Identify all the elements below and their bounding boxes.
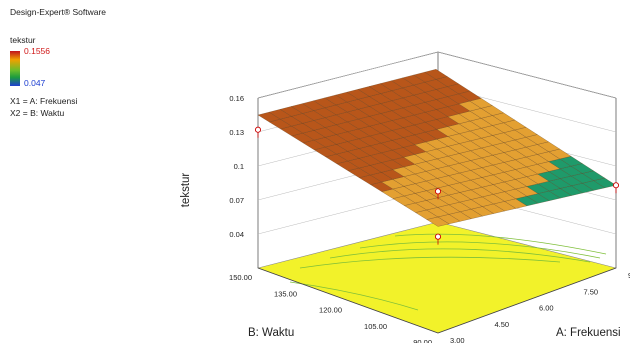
design-point: [434, 233, 442, 240]
y-axis-title: B: Waktu: [248, 327, 294, 339]
design-point: [254, 126, 262, 133]
x-tick-label: 7.50: [584, 287, 599, 296]
z-tick-label: 0.04: [229, 230, 244, 239]
response-low-label: 0.047: [24, 78, 46, 88]
color-scale-bar: [10, 51, 20, 86]
x-tick-label: 3.00: [450, 336, 465, 343]
y-tick-label: 90.00: [413, 338, 432, 343]
response-name: tekstur: [10, 35, 36, 45]
floor-contour-line: [289, 281, 419, 311]
axis-a-line: [437, 267, 617, 334]
design-point: [612, 182, 620, 189]
x-tick-label: 9: [628, 271, 630, 280]
factor-x2-label: X2 = B: Waktu: [10, 108, 65, 118]
z-axis-title: tekstur: [180, 173, 192, 208]
z-tick-label: 0.1: [234, 162, 244, 171]
y-tick-label: 120.00: [319, 306, 342, 315]
grid-line: [257, 51, 439, 99]
design-point: [434, 188, 442, 195]
y-tick-label: 135.00: [274, 289, 297, 298]
y-tick-label: 105.00: [364, 322, 387, 331]
z-tick-label: 0.13: [229, 128, 244, 137]
software-name: Design-Expert® Software: [10, 7, 107, 17]
z-tick-label: 0.07: [229, 196, 244, 205]
factor-x1-label: X1 = A: Frekuensi: [10, 96, 78, 106]
floor-contour-line: [299, 256, 561, 269]
z-tick-label: 0.16: [229, 94, 244, 103]
x-tick-label: 6.00: [539, 304, 554, 313]
response-high-label: 0.1556: [24, 46, 50, 56]
grid-line: [437, 51, 617, 99]
x-axis-title: A: Frekuensi: [556, 327, 621, 339]
axis-b-line: [257, 267, 439, 334]
floor-contour-line: [329, 248, 591, 263]
y-tick-label: 150.00: [229, 273, 252, 282]
floor-contour-line: [359, 241, 601, 259]
floor-contour-line: [394, 233, 607, 255]
surface-patch: [424, 69, 448, 80]
x-tick-label: 4.50: [495, 320, 510, 329]
